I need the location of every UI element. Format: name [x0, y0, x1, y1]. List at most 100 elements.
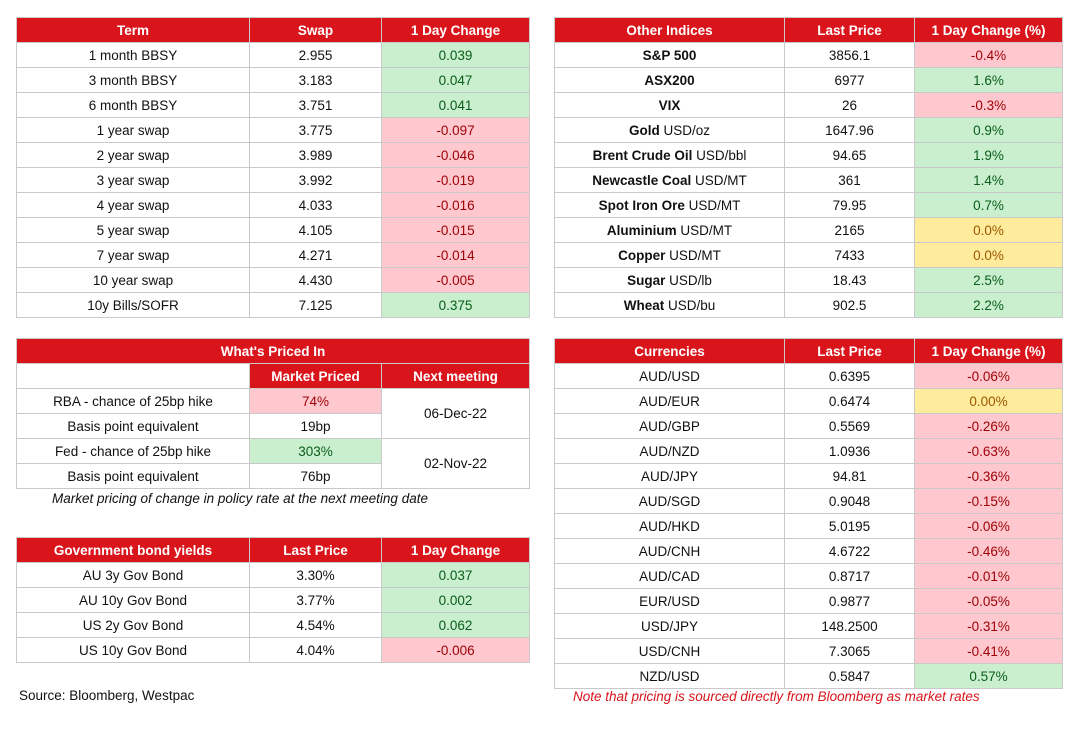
table-row: 3 year swap 3.992 -0.019	[16, 167, 530, 193]
swap-value: 3.992	[249, 167, 382, 193]
pricing-note: Note that pricing is sourced directly fr…	[573, 689, 980, 704]
index-name-cell: Wheat USD/bu	[554, 292, 785, 318]
change-value: 0.047	[381, 67, 530, 93]
term-label: 4 year swap	[16, 192, 250, 218]
row-label: Basis point equivalent	[16, 413, 250, 439]
swap-rates-table: Term Swap 1 Day Change 1 month BBSY 2.955…	[16, 17, 530, 318]
last-price-value: 3.30%	[249, 562, 382, 588]
change-value: 0.002	[381, 587, 530, 613]
term-label: 1 year swap	[16, 117, 250, 143]
table-row: US 2y Gov Bond 4.54% 0.062	[16, 612, 530, 638]
term-label: 2 year swap	[16, 142, 250, 168]
index-name-cell: Aluminium USD/MT	[554, 217, 785, 243]
index-name-cell: Gold USD/oz	[554, 117, 785, 143]
change-value: -0.06%	[914, 513, 1063, 539]
last-price-value: 0.5569	[784, 413, 915, 439]
swap-value: 3.183	[249, 67, 382, 93]
index-unit: USD/MT	[688, 197, 741, 213]
table-row: Sugar USD/lb 18.43 2.5%	[554, 267, 1063, 293]
blank-header-cell	[16, 363, 250, 389]
table-row: Basis point equivalent 76bp	[16, 463, 530, 489]
last-price-value: 1647.96	[784, 117, 915, 143]
column-header: Last Price	[784, 338, 915, 364]
table-row: Gold USD/oz 1647.96 0.9%	[554, 117, 1063, 143]
table-row: AU 10y Gov Bond 3.77% 0.002	[16, 587, 530, 613]
index-name: VIX	[658, 97, 681, 113]
change-value: 0.57%	[914, 663, 1063, 689]
last-price-value: 7433	[784, 242, 915, 268]
index-name-cell: VIX	[554, 92, 785, 118]
bond-name: US 10y Gov Bond	[16, 637, 250, 663]
column-header: 1 Day Change (%)	[914, 338, 1063, 364]
index-name: Aluminium	[606, 222, 677, 238]
table-row: ASX200 6977 1.6%	[554, 67, 1063, 93]
table-row: S&P 500 3856.1 -0.4%	[554, 42, 1063, 68]
table-header-row: Government bond yields Last Price 1 Day …	[16, 537, 530, 563]
table-row: AUD/USD 0.6395 -0.06%	[554, 363, 1063, 389]
index-name-cell: S&P 500	[554, 42, 785, 68]
last-price-value: 0.6474	[784, 388, 915, 414]
table-row: Copper USD/MT 7433 0.0%	[554, 242, 1063, 268]
last-price-value: 26	[784, 92, 915, 118]
change-value: 2.5%	[914, 267, 1063, 293]
table-row: AUD/CNH 4.6722 -0.46%	[554, 538, 1063, 564]
market-priced-value: 19bp	[249, 413, 382, 439]
table-row: 3 month BBSY 3.183 0.047	[16, 67, 530, 93]
priced-in-note: Market pricing of change in policy rate …	[52, 491, 428, 506]
table-row: EUR/USD 0.9877 -0.05%	[554, 588, 1063, 614]
table-row: AUD/CAD 0.8717 -0.01%	[554, 563, 1063, 589]
last-price-value: 0.6395	[784, 363, 915, 389]
last-price-value: 0.9877	[784, 588, 915, 614]
index-name: Copper	[618, 247, 666, 263]
last-price-value: 6977	[784, 67, 915, 93]
change-value: -0.36%	[914, 463, 1063, 489]
column-header: 1 Day Change	[381, 17, 530, 43]
change-value: -0.15%	[914, 488, 1063, 514]
table-row: AUD/NZD 1.0936 -0.63%	[554, 438, 1063, 464]
currency-pair: NZD/USD	[554, 663, 785, 689]
table-row: 2 year swap 3.989 -0.046	[16, 142, 530, 168]
change-value: -0.006	[381, 637, 530, 663]
column-header: Last Price	[784, 17, 915, 43]
table-row: Fed - chance of 25bp hike 303% 02-Nov-22	[16, 438, 531, 489]
last-price-value: 7.3065	[784, 638, 915, 664]
term-label: 5 year swap	[16, 217, 250, 243]
table-row: RBA - chance of 25bp hike 74% 06-Dec-22	[16, 388, 531, 439]
last-price-value: 0.8717	[784, 563, 915, 589]
government-bond-yields-table: Government bond yields Last Price 1 Day …	[16, 537, 530, 663]
market-priced-value: 74%	[249, 388, 382, 414]
change-value: 1.9%	[914, 142, 1063, 168]
last-price-value: 3.77%	[249, 587, 382, 613]
next-meeting-date: 02-Nov-22	[380, 438, 531, 489]
term-label: 7 year swap	[16, 242, 250, 268]
table-header-row: Term Swap 1 Day Change	[16, 17, 530, 43]
index-name: Wheat	[623, 297, 665, 313]
change-value: -0.01%	[914, 563, 1063, 589]
market-priced-value: 303%	[249, 438, 382, 464]
last-price-value: 1.0936	[784, 438, 915, 464]
last-price-value: 2165	[784, 217, 915, 243]
change-value: -0.46%	[914, 538, 1063, 564]
term-label: 6 month BBSY	[16, 92, 250, 118]
bond-name: US 2y Gov Bond	[16, 612, 250, 638]
index-name: Brent Crude Oil	[592, 147, 693, 163]
column-header: Next meeting	[380, 363, 531, 389]
last-price-value: 94.65	[784, 142, 915, 168]
table-row: Spot Iron Ore USD/MT 79.95 0.7%	[554, 192, 1063, 218]
last-price-value: 18.43	[784, 267, 915, 293]
currency-pair: AUD/CAD	[554, 563, 785, 589]
index-name-cell: Sugar USD/lb	[554, 267, 785, 293]
currency-pair: EUR/USD	[554, 588, 785, 614]
table-row: AUD/SGD 0.9048 -0.15%	[554, 488, 1063, 514]
change-value: -0.05%	[914, 588, 1063, 614]
last-price-value: 148.2500	[784, 613, 915, 639]
index-name-cell: Newcastle Coal USD/MT	[554, 167, 785, 193]
index-name-cell: ASX200	[554, 67, 785, 93]
change-value: -0.63%	[914, 438, 1063, 464]
change-value: -0.31%	[914, 613, 1063, 639]
change-value: 2.2%	[914, 292, 1063, 318]
table-row: 10y Bills/SOFR 7.125 0.375	[16, 292, 530, 318]
term-label: 10 year swap	[16, 267, 250, 293]
table-row: VIX 26 -0.3%	[554, 92, 1063, 118]
last-price-value: 94.81	[784, 463, 915, 489]
